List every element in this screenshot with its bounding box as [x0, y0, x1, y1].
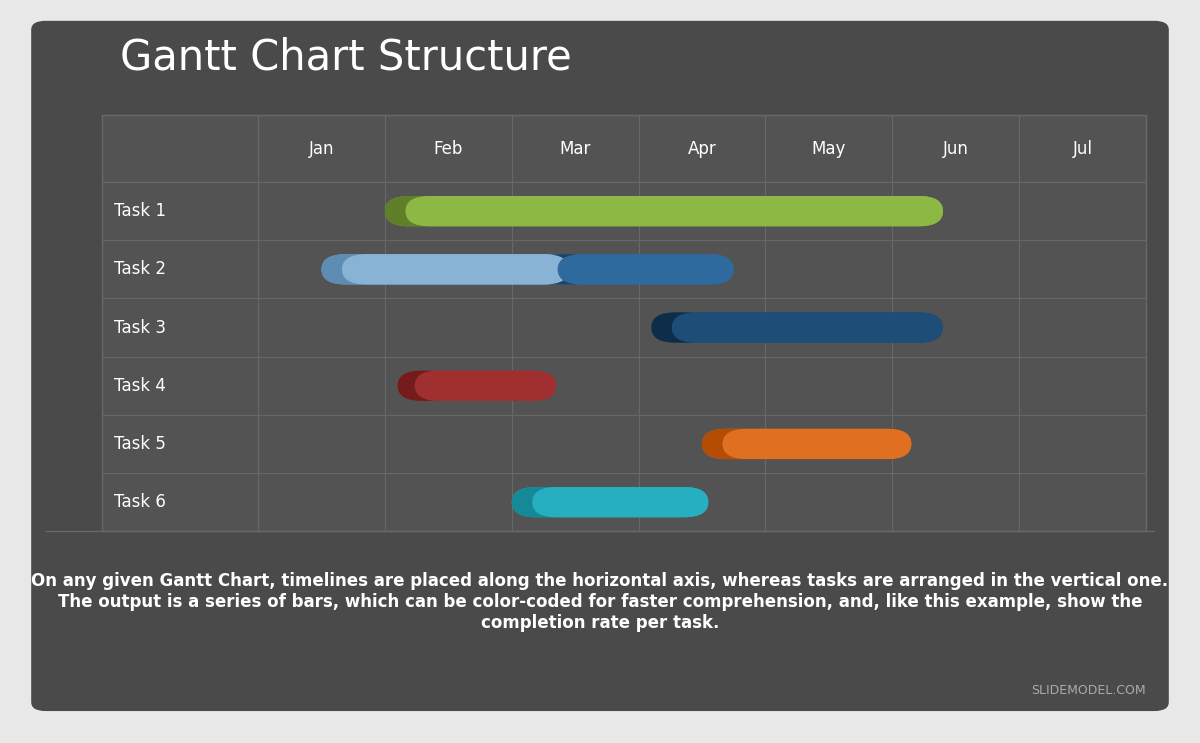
FancyBboxPatch shape — [538, 254, 733, 285]
FancyBboxPatch shape — [322, 254, 569, 285]
FancyBboxPatch shape — [385, 196, 943, 227]
Text: Feb: Feb — [433, 140, 463, 158]
Text: Jul: Jul — [1073, 140, 1092, 158]
Text: Apr: Apr — [688, 140, 716, 158]
FancyBboxPatch shape — [538, 254, 595, 285]
FancyBboxPatch shape — [672, 312, 943, 343]
FancyBboxPatch shape — [511, 487, 708, 517]
Text: Jun: Jun — [943, 140, 968, 158]
FancyBboxPatch shape — [415, 371, 556, 401]
FancyBboxPatch shape — [342, 254, 569, 285]
FancyBboxPatch shape — [31, 21, 1169, 711]
Text: SLIDEMODEL.COM: SLIDEMODEL.COM — [1031, 684, 1146, 697]
FancyBboxPatch shape — [102, 115, 1146, 531]
FancyBboxPatch shape — [652, 312, 710, 343]
FancyBboxPatch shape — [722, 429, 911, 459]
FancyBboxPatch shape — [533, 487, 708, 517]
Text: Mar: Mar — [559, 140, 590, 158]
Text: Task 4: Task 4 — [114, 377, 166, 395]
FancyBboxPatch shape — [385, 196, 444, 227]
Text: Task 2: Task 2 — [114, 260, 166, 279]
FancyBboxPatch shape — [397, 371, 556, 401]
Text: On any given Gantt Chart, timelines are placed along the horizontal axis, wherea: On any given Gantt Chart, timelines are … — [31, 572, 1169, 632]
FancyBboxPatch shape — [406, 196, 943, 227]
FancyBboxPatch shape — [702, 429, 911, 459]
FancyBboxPatch shape — [397, 371, 450, 401]
FancyBboxPatch shape — [702, 429, 761, 459]
Text: Task 1: Task 1 — [114, 202, 166, 220]
Text: May: May — [811, 140, 846, 158]
Text: Task 5: Task 5 — [114, 435, 166, 453]
FancyBboxPatch shape — [322, 254, 380, 285]
Text: Task 6: Task 6 — [114, 493, 166, 511]
FancyBboxPatch shape — [511, 487, 570, 517]
FancyBboxPatch shape — [558, 254, 733, 285]
Text: Task 3: Task 3 — [114, 319, 166, 337]
Text: Gantt Chart Structure: Gantt Chart Structure — [120, 36, 571, 78]
FancyBboxPatch shape — [652, 312, 943, 343]
Text: Jan: Jan — [308, 140, 334, 158]
